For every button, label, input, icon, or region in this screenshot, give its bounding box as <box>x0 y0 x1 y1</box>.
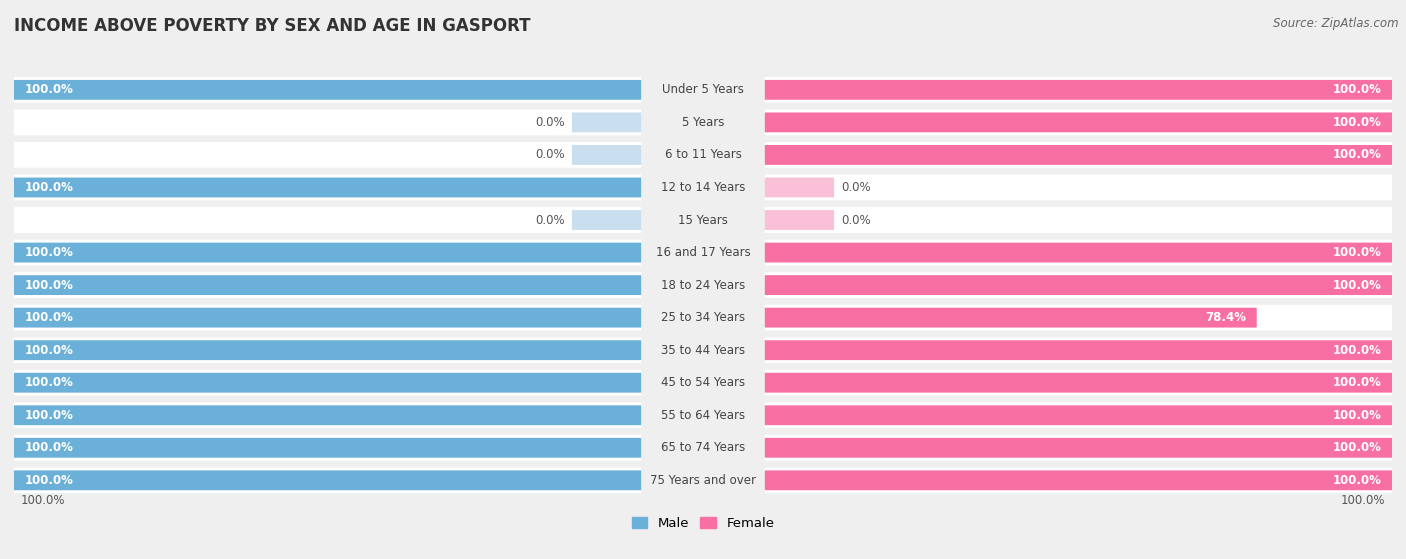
FancyBboxPatch shape <box>14 337 641 363</box>
Text: 75 Years and over: 75 Years and over <box>650 474 756 487</box>
FancyBboxPatch shape <box>765 77 1392 103</box>
Text: 100.0%: 100.0% <box>24 246 73 259</box>
Text: 100.0%: 100.0% <box>21 494 66 507</box>
FancyBboxPatch shape <box>765 178 834 197</box>
FancyBboxPatch shape <box>572 145 641 165</box>
FancyBboxPatch shape <box>765 370 1392 396</box>
FancyBboxPatch shape <box>765 402 1392 428</box>
FancyBboxPatch shape <box>765 240 1392 266</box>
Text: INCOME ABOVE POVERTY BY SEX AND AGE IN GASPORT: INCOME ABOVE POVERTY BY SEX AND AGE IN G… <box>14 17 530 35</box>
FancyBboxPatch shape <box>14 80 641 100</box>
FancyBboxPatch shape <box>14 174 641 200</box>
Text: Source: ZipAtlas.com: Source: ZipAtlas.com <box>1274 17 1399 30</box>
FancyBboxPatch shape <box>765 142 1392 168</box>
FancyBboxPatch shape <box>765 337 1392 363</box>
FancyBboxPatch shape <box>765 243 1392 263</box>
Text: 65 to 74 Years: 65 to 74 Years <box>661 441 745 454</box>
Text: 45 to 54 Years: 45 to 54 Years <box>661 376 745 389</box>
FancyBboxPatch shape <box>765 275 1392 295</box>
Text: 100.0%: 100.0% <box>1333 116 1382 129</box>
Text: 0.0%: 0.0% <box>536 116 565 129</box>
Text: 55 to 64 Years: 55 to 64 Years <box>661 409 745 421</box>
Text: 100.0%: 100.0% <box>24 376 73 389</box>
Text: 100.0%: 100.0% <box>1333 409 1382 421</box>
Text: 12 to 14 Years: 12 to 14 Years <box>661 181 745 194</box>
Text: 100.0%: 100.0% <box>24 441 73 454</box>
FancyBboxPatch shape <box>765 471 1392 490</box>
FancyBboxPatch shape <box>765 145 1392 165</box>
FancyBboxPatch shape <box>765 174 1392 200</box>
FancyBboxPatch shape <box>765 405 1392 425</box>
Text: 100.0%: 100.0% <box>24 83 73 96</box>
Text: 100.0%: 100.0% <box>1333 278 1382 292</box>
FancyBboxPatch shape <box>765 210 834 230</box>
FancyBboxPatch shape <box>765 435 1392 461</box>
Text: 0.0%: 0.0% <box>536 149 565 162</box>
FancyBboxPatch shape <box>765 80 1392 100</box>
FancyBboxPatch shape <box>14 77 641 103</box>
Text: 100.0%: 100.0% <box>24 409 73 421</box>
Text: 100.0%: 100.0% <box>1333 246 1382 259</box>
Text: 100.0%: 100.0% <box>1333 376 1382 389</box>
FancyBboxPatch shape <box>765 340 1392 360</box>
FancyBboxPatch shape <box>765 307 1257 328</box>
FancyBboxPatch shape <box>14 467 641 493</box>
Text: 0.0%: 0.0% <box>841 181 870 194</box>
Text: 35 to 44 Years: 35 to 44 Years <box>661 344 745 357</box>
Text: 18 to 24 Years: 18 to 24 Years <box>661 278 745 292</box>
FancyBboxPatch shape <box>14 435 641 461</box>
Text: 100.0%: 100.0% <box>24 181 73 194</box>
FancyBboxPatch shape <box>14 438 641 458</box>
Legend: Male, Female: Male, Female <box>626 512 780 536</box>
FancyBboxPatch shape <box>765 305 1392 330</box>
FancyBboxPatch shape <box>765 373 1392 392</box>
Text: 0.0%: 0.0% <box>536 214 565 226</box>
Text: 6 to 11 Years: 6 to 11 Years <box>665 149 741 162</box>
FancyBboxPatch shape <box>572 112 641 132</box>
Text: 25 to 34 Years: 25 to 34 Years <box>661 311 745 324</box>
FancyBboxPatch shape <box>765 112 1392 132</box>
FancyBboxPatch shape <box>765 438 1392 458</box>
Text: 100.0%: 100.0% <box>24 311 73 324</box>
FancyBboxPatch shape <box>14 405 641 425</box>
FancyBboxPatch shape <box>14 340 641 360</box>
Text: 5 Years: 5 Years <box>682 116 724 129</box>
Text: 100.0%: 100.0% <box>1333 474 1382 487</box>
Text: 16 and 17 Years: 16 and 17 Years <box>655 246 751 259</box>
FancyBboxPatch shape <box>14 373 641 392</box>
Text: 100.0%: 100.0% <box>1333 149 1382 162</box>
Text: 100.0%: 100.0% <box>24 278 73 292</box>
FancyBboxPatch shape <box>14 275 641 295</box>
Text: 100.0%: 100.0% <box>1333 83 1382 96</box>
Text: 100.0%: 100.0% <box>1333 344 1382 357</box>
FancyBboxPatch shape <box>14 207 641 233</box>
FancyBboxPatch shape <box>14 402 641 428</box>
FancyBboxPatch shape <box>14 243 641 263</box>
Text: 100.0%: 100.0% <box>24 344 73 357</box>
Text: 78.4%: 78.4% <box>1205 311 1246 324</box>
Text: 100.0%: 100.0% <box>1340 494 1385 507</box>
FancyBboxPatch shape <box>14 142 641 168</box>
FancyBboxPatch shape <box>572 210 641 230</box>
FancyBboxPatch shape <box>14 272 641 298</box>
FancyBboxPatch shape <box>765 110 1392 135</box>
FancyBboxPatch shape <box>765 467 1392 493</box>
FancyBboxPatch shape <box>765 207 1392 233</box>
FancyBboxPatch shape <box>14 178 641 197</box>
Text: 0.0%: 0.0% <box>841 214 870 226</box>
FancyBboxPatch shape <box>14 307 641 328</box>
FancyBboxPatch shape <box>765 272 1392 298</box>
FancyBboxPatch shape <box>14 471 641 490</box>
FancyBboxPatch shape <box>14 110 641 135</box>
Text: 15 Years: 15 Years <box>678 214 728 226</box>
FancyBboxPatch shape <box>14 240 641 266</box>
FancyBboxPatch shape <box>14 370 641 396</box>
Text: 100.0%: 100.0% <box>24 474 73 487</box>
FancyBboxPatch shape <box>14 305 641 330</box>
Text: 100.0%: 100.0% <box>1333 441 1382 454</box>
Text: Under 5 Years: Under 5 Years <box>662 83 744 96</box>
